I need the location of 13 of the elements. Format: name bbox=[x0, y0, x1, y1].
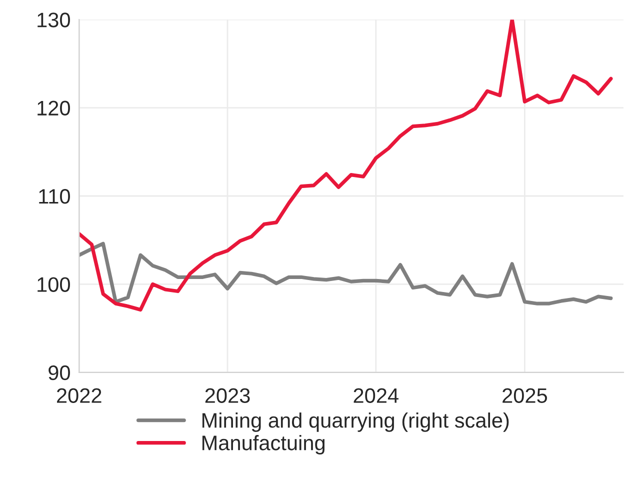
y-tick-label: 100 bbox=[38, 277, 70, 292]
line-series bbox=[79, 242, 613, 306]
x-tick-label: 2024 bbox=[354, 388, 398, 403]
x-tick-label: 2022 bbox=[57, 388, 102, 403]
x-tick-label: 2023 bbox=[205, 388, 250, 403]
legend-label: Mining and quarrying (right scale) bbox=[202, 412, 509, 432]
y-tick-label: 90 bbox=[48, 365, 70, 380]
x-tick-label: 2025 bbox=[502, 388, 548, 403]
y-tick-label: 120 bbox=[38, 100, 70, 116]
y-tick-label: 130 bbox=[38, 12, 70, 28]
line-series bbox=[79, 20, 613, 312]
y-tick-label: 110 bbox=[39, 189, 70, 204]
legend-label: Manufactuing bbox=[202, 435, 325, 454]
